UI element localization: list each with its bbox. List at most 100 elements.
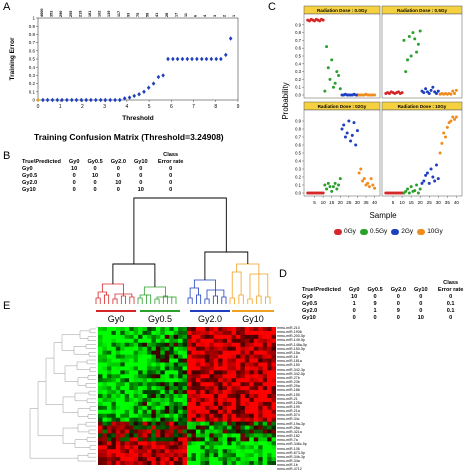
heatmap-cell bbox=[173, 354, 179, 359]
heatmap-cell bbox=[271, 449, 276, 454]
heatmap-cell bbox=[133, 362, 139, 367]
heatmap-cell bbox=[249, 441, 255, 446]
heatmap-cell bbox=[164, 370, 170, 375]
data-point bbox=[127, 95, 132, 100]
heatmap-cell bbox=[133, 382, 139, 387]
heatmap-cell bbox=[191, 429, 197, 434]
heatmap-cell bbox=[235, 327, 241, 332]
heatmap-cell bbox=[98, 449, 103, 454]
heatmap-cell bbox=[138, 386, 143, 391]
heatmap-cell bbox=[160, 461, 166, 465]
heatmap-cell bbox=[151, 441, 157, 446]
heatmap-cell bbox=[160, 354, 166, 359]
heatmap-cell bbox=[102, 390, 108, 395]
heatmap-cell bbox=[124, 417, 130, 422]
heatmap-cell bbox=[218, 437, 223, 442]
heatmap-cell bbox=[253, 374, 259, 379]
x-tick-label: 3 bbox=[103, 104, 106, 110]
heatmap-cell bbox=[169, 342, 174, 348]
heatmap-cell bbox=[142, 390, 148, 395]
row-dendrogram-branch bbox=[85, 383, 96, 388]
heatmap-cell bbox=[231, 421, 237, 426]
heatmap-cell bbox=[218, 378, 223, 383]
heatmap-cell bbox=[218, 413, 223, 418]
heatmap-cell bbox=[115, 425, 121, 430]
heatmap-cell bbox=[115, 397, 121, 403]
heatmap-cell bbox=[111, 350, 117, 355]
heatmap-cell bbox=[142, 386, 148, 391]
dendrogram-branch bbox=[143, 286, 166, 297]
confusion-matrix-b: True\Predicted Gy0 Gy0.5 Gy2.0 Gy10 Class Err… bbox=[22, 152, 190, 194]
top-gene-count-label: 353 bbox=[50, 11, 54, 17]
heatmap-cell bbox=[231, 366, 237, 371]
heatmap-cell bbox=[191, 370, 197, 375]
heatmap-cell bbox=[262, 330, 268, 336]
heatmap-cell bbox=[231, 362, 237, 367]
heatmap-cell bbox=[249, 390, 255, 395]
data-point bbox=[453, 117, 457, 121]
heatmap-cell bbox=[262, 397, 268, 403]
heatmap-cell bbox=[200, 457, 206, 462]
heatmap-cell bbox=[138, 358, 143, 363]
heatmap-cell bbox=[204, 449, 210, 454]
heatmap-cell bbox=[204, 350, 210, 355]
heatmap-cell bbox=[169, 390, 174, 395]
row-dendrogram-branch bbox=[87, 414, 96, 419]
data-point bbox=[214, 56, 219, 62]
heatmap-cell bbox=[120, 417, 125, 422]
heatmap-cell bbox=[213, 374, 219, 379]
heatmap-cell bbox=[187, 413, 192, 418]
heatmap-cell bbox=[142, 382, 148, 387]
confusion-b-cell: 10 bbox=[91, 173, 99, 179]
heatmap-cell bbox=[235, 401, 241, 407]
heatmap-cell bbox=[195, 354, 201, 359]
heatmap-cell bbox=[235, 441, 241, 446]
heatmap-cell bbox=[102, 334, 108, 340]
heatmap-cell bbox=[129, 397, 134, 403]
confusion-b-cell: 0 bbox=[72, 173, 76, 179]
data-point bbox=[454, 88, 458, 92]
data-point bbox=[415, 50, 419, 54]
row-dendrogram-branch bbox=[89, 367, 96, 372]
data-point bbox=[416, 191, 420, 195]
heatmap-cell bbox=[155, 346, 161, 351]
heatmap-cell bbox=[235, 397, 241, 403]
heatmap-cell bbox=[124, 394, 130, 399]
heatmap-cell bbox=[195, 342, 201, 348]
heatmap-cell bbox=[160, 405, 166, 411]
heatmap-cell bbox=[244, 457, 250, 462]
heatmap-cell bbox=[187, 449, 192, 454]
y-tick-label: 0.7 bbox=[29, 40, 36, 45]
data-point bbox=[402, 38, 406, 42]
heatmap-cell bbox=[200, 358, 206, 363]
heatmap-cell bbox=[173, 429, 179, 434]
x-tick-label: 5 bbox=[392, 200, 395, 205]
dendrogram-branch bbox=[146, 294, 152, 304]
heatmap-cell bbox=[244, 461, 250, 465]
heatmap-cell bbox=[240, 390, 246, 395]
heatmap-cell bbox=[146, 386, 152, 391]
heatmap-cell bbox=[155, 441, 161, 446]
heatmap-cell bbox=[191, 378, 197, 383]
heatmap-cell bbox=[244, 421, 250, 426]
heatmap-cell bbox=[138, 409, 143, 415]
heatmap-cell bbox=[213, 457, 219, 462]
heatmap-cell bbox=[195, 370, 201, 375]
confusion-b-cell: 0 bbox=[169, 180, 173, 186]
confusion-d-cell: Gy0.5 bbox=[302, 301, 318, 307]
heatmap-cell bbox=[115, 461, 121, 465]
heatmap-cell bbox=[160, 346, 166, 351]
heatmap-cell bbox=[178, 425, 183, 430]
heatmap-cell bbox=[98, 382, 103, 387]
heatmap-cell bbox=[98, 327, 103, 332]
heatmap-cell bbox=[244, 409, 250, 415]
heatmap-cell bbox=[178, 366, 183, 371]
dendrogram-branch bbox=[193, 279, 216, 290]
y-tick-label: 0.9 bbox=[295, 119, 301, 124]
heatmap-cell bbox=[271, 394, 276, 399]
heatmap-cell bbox=[200, 346, 206, 351]
heatmap-cell bbox=[258, 338, 263, 344]
heatmap-cell bbox=[169, 401, 174, 407]
facet-title: Radiation Dose : 10Gy bbox=[398, 104, 447, 109]
heatmap-cell bbox=[213, 370, 219, 375]
